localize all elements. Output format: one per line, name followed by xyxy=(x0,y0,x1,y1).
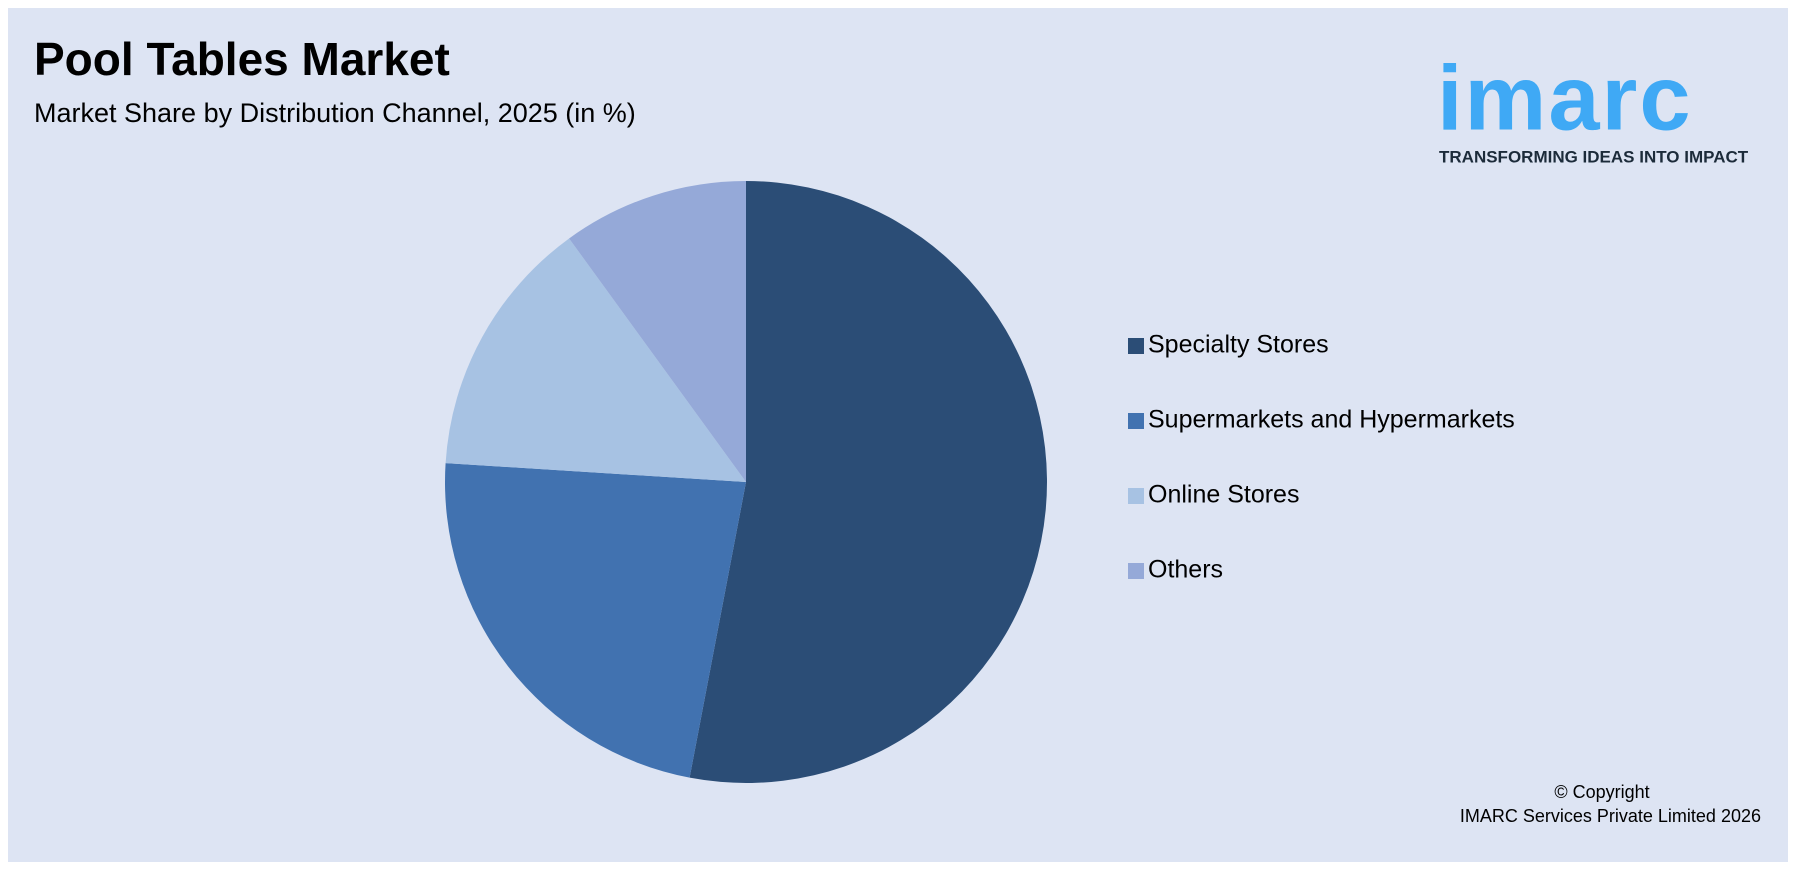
copyright: IMARC Services Private Limited 2026 xyxy=(1460,806,1761,826)
chart-title: Pool Tables Market xyxy=(34,33,450,85)
legend-label: Online Stores xyxy=(1148,481,1299,509)
logo: imarc xyxy=(1437,47,1693,149)
pie-slice xyxy=(689,181,1047,783)
legend-label: Others xyxy=(1148,556,1223,584)
chart-subtitle: Market Share by Distribution Channel, 20… xyxy=(34,98,636,128)
copyright: © Copyright xyxy=(1554,782,1649,802)
legend-swatch xyxy=(1128,488,1144,504)
pie-slice xyxy=(445,463,746,778)
legend-label: Specialty Stores xyxy=(1148,331,1329,359)
logo-tagline: TRANSFORMING IDEAS INTO IMPACT xyxy=(1439,147,1749,166)
legend-label: Supermarkets and Hypermarkets xyxy=(1148,406,1515,434)
pie-slice xyxy=(445,238,746,482)
pie-slice xyxy=(569,181,746,482)
legend-swatch xyxy=(1128,563,1144,579)
legend-swatch xyxy=(1128,413,1144,429)
legend-swatch xyxy=(1128,338,1144,354)
